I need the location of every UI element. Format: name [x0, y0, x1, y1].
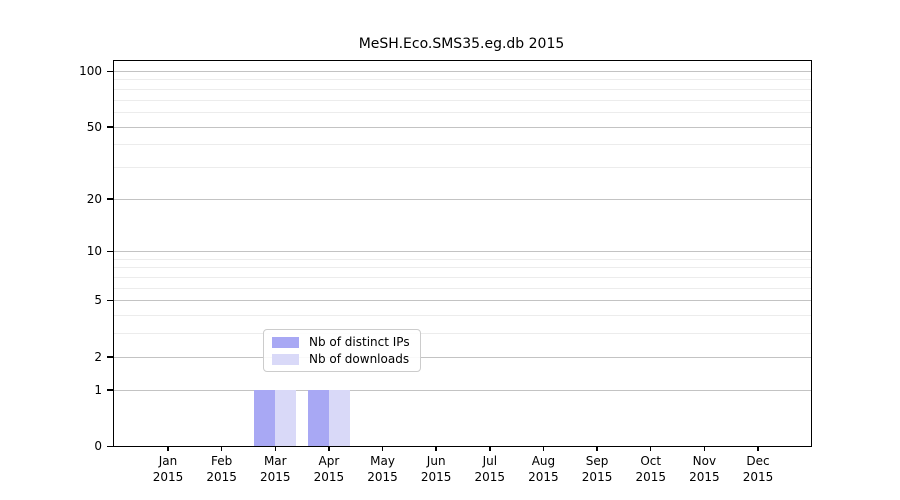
- x-tick-year: 2015: [367, 470, 398, 484]
- x-tick-label: May 2015: [351, 453, 415, 485]
- x-tick-year: 2015: [474, 470, 506, 484]
- legend-item-distinct-ips: Nb of distinct IPs: [272, 335, 410, 349]
- x-axis-tick: [596, 446, 598, 451]
- chart-title: MeSH.Eco.SMS35.eg.db 2015: [358, 36, 565, 52]
- x-tick-month: Dec: [746, 454, 770, 468]
- gridline-minor: [114, 315, 811, 317]
- legend-swatch-distinct-ips: [272, 336, 299, 348]
- gridline-minor: [114, 99, 811, 101]
- y-tick-label: 5: [94, 293, 102, 308]
- y-axis-tick: [107, 299, 113, 302]
- y-axis-tick: [107, 70, 113, 72]
- x-axis-tick: [381, 446, 384, 451]
- x-axis-tick: [757, 446, 759, 451]
- y-axis-tick: [107, 389, 113, 391]
- x-axis-tick: [703, 446, 706, 451]
- legend-item-downloads: Nb of downloads: [272, 352, 410, 366]
- gridline-minor: [114, 111, 811, 113]
- gridline-major: [114, 71, 811, 72]
- gridline-minor: [114, 267, 811, 269]
- x-tick-label: Jun 2015: [404, 453, 468, 485]
- y-axis-tick: [107, 445, 113, 447]
- x-tick-label: Apr 2015: [297, 453, 361, 485]
- bar-nb-of-downloads: [328, 389, 350, 446]
- x-tick-month: Sep: [585, 454, 609, 468]
- gridline-minor: [114, 79, 811, 81]
- x-tick-month: Feb: [211, 454, 233, 468]
- legend-swatch-downloads: [272, 353, 299, 365]
- x-tick-label: Mar 2015: [243, 453, 307, 485]
- gridline-major: [114, 198, 811, 200]
- x-tick-month: Oct: [640, 454, 662, 468]
- x-axis-tick: [542, 446, 545, 451]
- x-tick-label: Aug 2015: [511, 453, 575, 485]
- bar-nb-of-downloads: [275, 389, 297, 446]
- y-tick-label: 50: [86, 119, 102, 134]
- x-tick-label: Feb 2015: [190, 453, 254, 485]
- y-tick-label: 20: [86, 191, 102, 206]
- bar-nb-of-distinct-ips: [307, 389, 329, 446]
- y-tick-label: 1: [94, 382, 102, 397]
- gridline-major: [114, 356, 811, 358]
- x-tick-year: 2015: [528, 470, 559, 484]
- gridline-minor: [114, 277, 811, 279]
- gridline-minor: [114, 88, 811, 90]
- x-tick-month: Jul: [482, 454, 498, 468]
- x-tick-label: Dec 2015: [726, 453, 790, 485]
- y-axis-tick: [107, 356, 113, 358]
- y-tick-label: 100: [79, 64, 102, 78]
- x-tick-month: Nov: [692, 454, 717, 468]
- x-tick-label: Jan 2015: [136, 453, 200, 485]
- legend-label-downloads: Nb of downloads: [309, 352, 410, 366]
- x-axis-tick: [649, 446, 652, 451]
- gridline-minor: [114, 258, 811, 260]
- gridline-major: [114, 300, 811, 302]
- x-tick-label: Nov 2015: [672, 453, 736, 485]
- gridline-minor: [114, 166, 811, 168]
- plot-area: 0 1 2 5 10 20 50 100 Jan 2015 Feb 2015 Mar 2015 Apr 201…: [79, 60, 812, 484]
- legend-label-distinct-ips: Nb of distinct IPs: [309, 335, 410, 349]
- x-tick-year: 2015: [152, 470, 184, 484]
- x-tick-year: 2015: [742, 470, 774, 484]
- x-tick-year: 2015: [689, 470, 720, 484]
- x-tick-label: Jul 2015: [458, 453, 522, 485]
- x-tick-label: Sep 2015: [565, 453, 629, 485]
- x-tick-year: 2015: [581, 470, 613, 484]
- x-tick-label: Oct 2015: [619, 453, 683, 485]
- bar-nb-of-distinct-ips: [254, 389, 276, 446]
- x-tick-year: 2015: [313, 470, 345, 484]
- x-tick-year: 2015: [635, 470, 666, 484]
- y-tick-label: 0: [94, 439, 102, 453]
- x-axis-tick: [328, 446, 330, 451]
- gridline-major: [114, 126, 811, 128]
- gridline-minor: [114, 287, 811, 289]
- x-axis-tick: [220, 446, 223, 451]
- x-tick-year: 2015: [259, 470, 291, 484]
- y-tick-label: 10: [86, 244, 102, 259]
- x-axis-tick: [489, 446, 491, 451]
- y-tick-label: 2: [94, 349, 102, 364]
- gridline-major: [114, 389, 811, 391]
- x-tick-month: Jun: [426, 454, 446, 468]
- x-tick-month: Jan: [158, 454, 178, 468]
- x-tick-month: Aug: [531, 454, 556, 468]
- y-axis-tick: [107, 198, 113, 200]
- y-axis-tick: [107, 126, 113, 128]
- legend: Nb of distinct IPs Nb of downloads: [263, 329, 421, 372]
- x-tick-month: May: [370, 454, 395, 468]
- x-tick-month: Mar: [263, 454, 287, 468]
- x-tick-year: 2015: [420, 470, 452, 484]
- gridline-major: [114, 251, 811, 253]
- x-tick-year: 2015: [206, 470, 237, 484]
- gridline-minor: [114, 333, 811, 335]
- y-axis-tick: [107, 250, 113, 253]
- gridline-minor: [114, 144, 811, 146]
- x-tick-month: Apr: [318, 454, 340, 468]
- x-axis-tick: [274, 446, 277, 451]
- x-axis-tick: [435, 446, 437, 451]
- x-axis-tick: [167, 446, 169, 451]
